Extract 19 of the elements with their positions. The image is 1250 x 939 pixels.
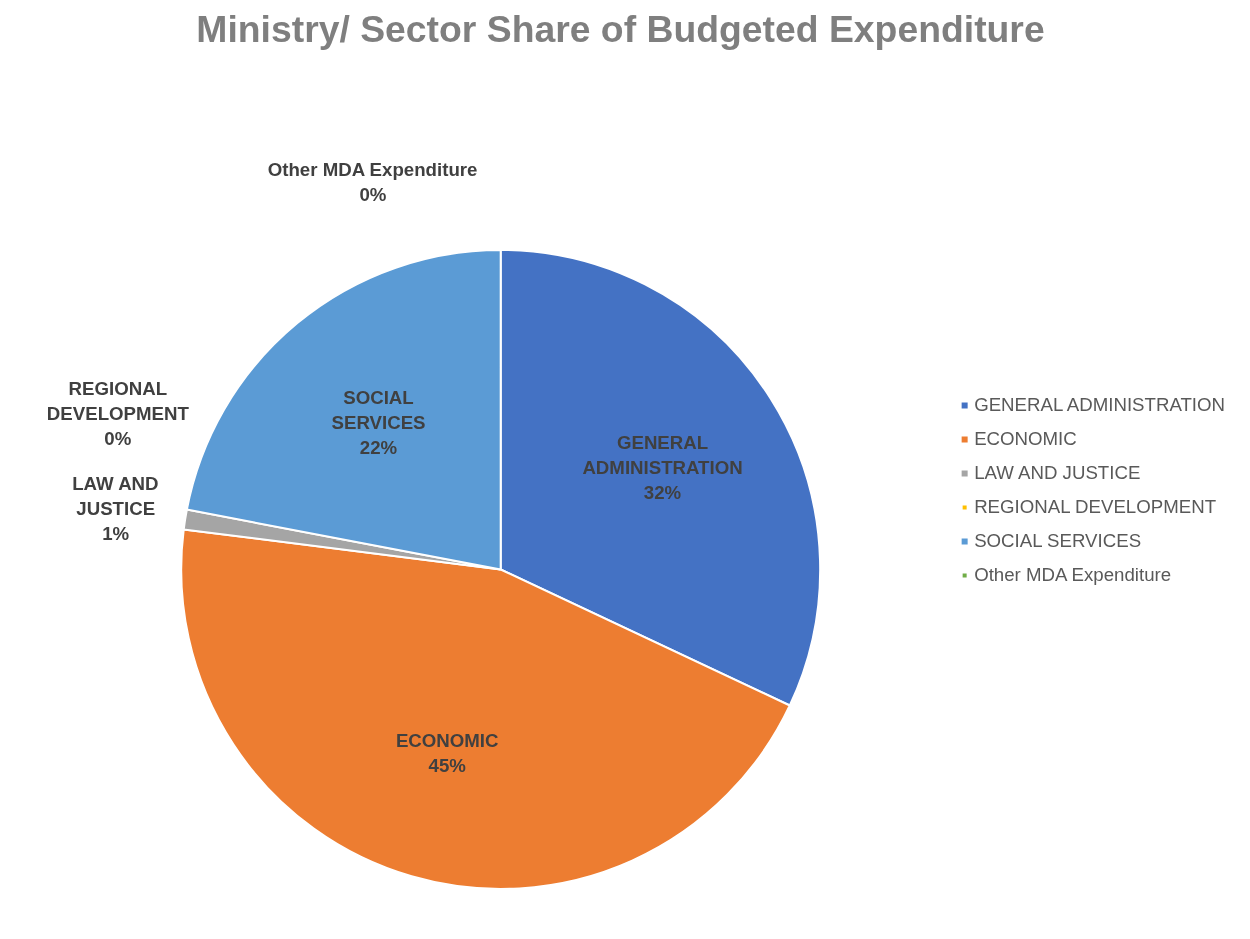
data-label: 22% (359, 437, 398, 459)
legend-label: Other MDA Expenditure (974, 563, 1172, 586)
legend-label: REGIONAL DEVELOPMENT (974, 495, 1217, 518)
data-label: 45% (428, 754, 467, 776)
legend-label: LAW AND JUSTICE (974, 461, 1141, 484)
legend-label: SOCIAL SERVICES (974, 529, 1142, 552)
category-label: REGIONAL DEVELOPMENT (46, 377, 189, 424)
text: 0% (359, 183, 387, 205)
slice-label: SOCIAL SERVICES (331, 386, 426, 434)
slice-label: GENERAL ADMINISTRATION (582, 431, 743, 478)
legend-label: GENERAL ADMINISTRATION (974, 393, 1225, 416)
slice-label: LAW AND JUSTICE (72, 473, 159, 520)
text: 0% (104, 428, 132, 450)
legend-label: ECONOMIC (974, 427, 1077, 450)
data-label: 1% (102, 523, 130, 545)
data-label: 32% (643, 481, 682, 503)
slice-label: ECONOMIC (395, 729, 499, 751)
chart-title: Ministry/ Sector Share of Budgeted Expenditure (196, 7, 1045, 50)
category-label: Other MDA Expenditure (267, 158, 478, 180)
